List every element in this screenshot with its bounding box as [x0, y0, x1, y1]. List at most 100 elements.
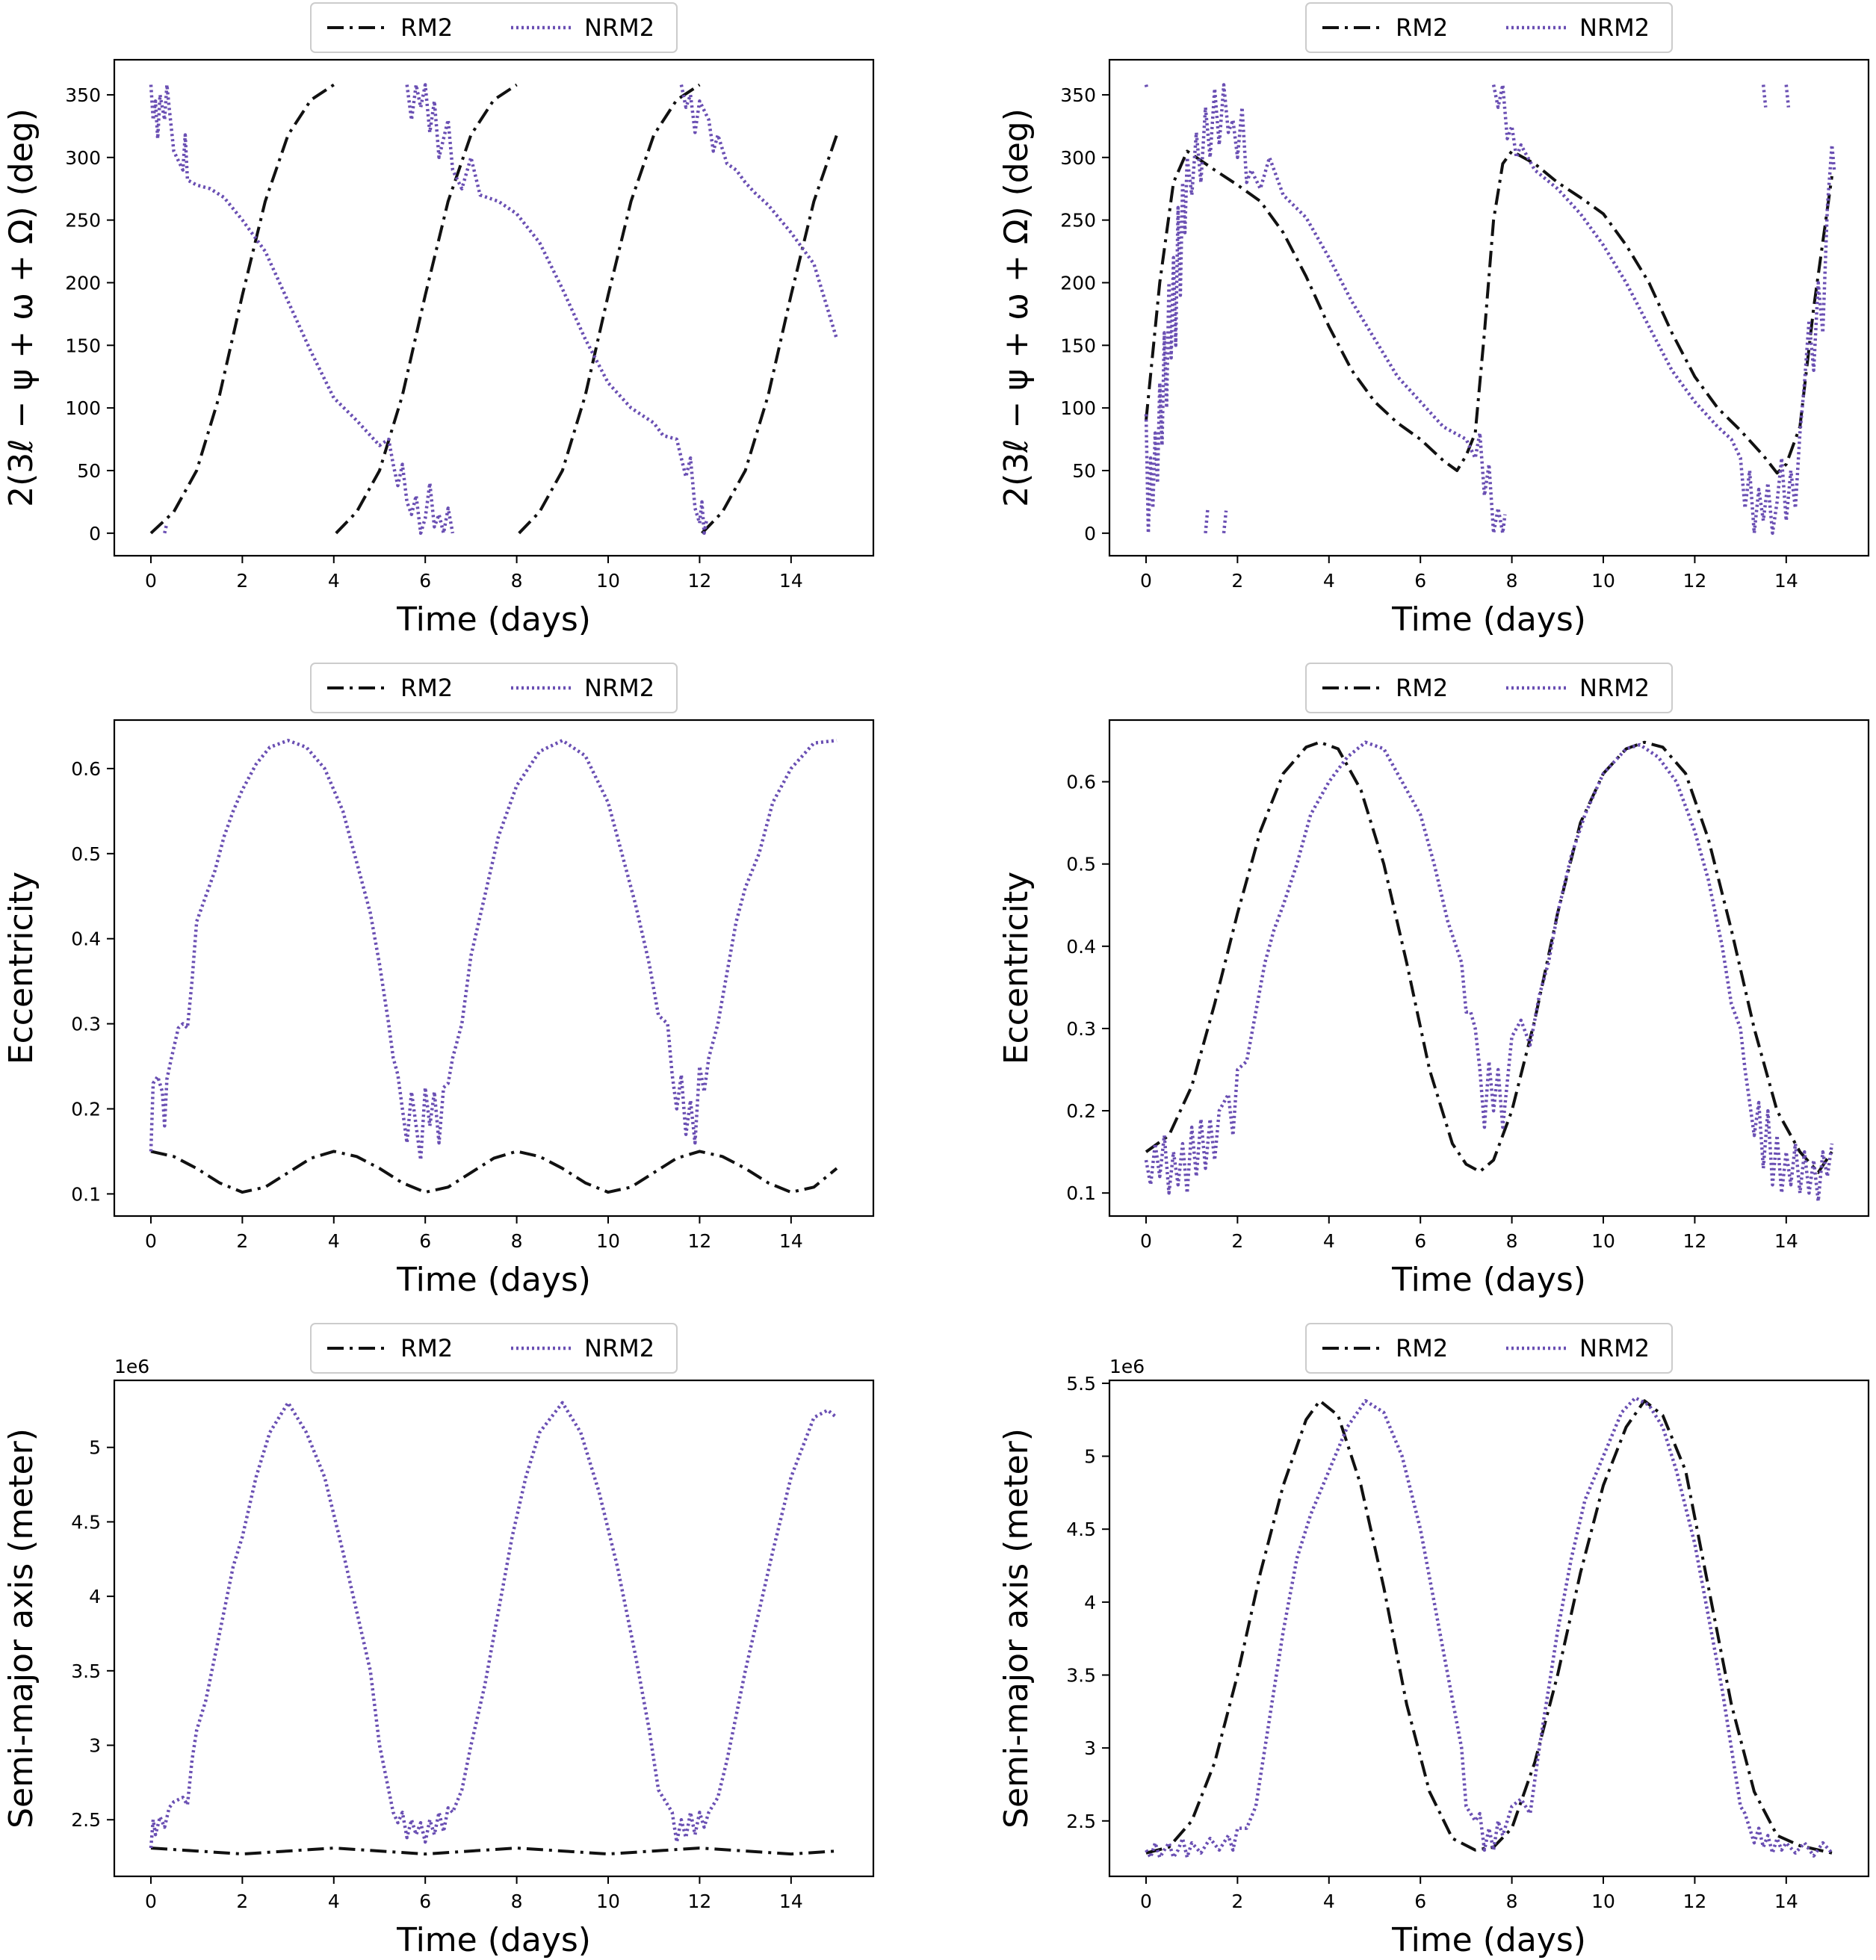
- legend: RM2 NRM2: [310, 2, 678, 53]
- chart-panel-row2-left: 0 2 4 6 8 10 12 14 0.1 0.2 0.3 0.4 0.5 0.6 Time (days)…: [2, 663, 875, 1299]
- y-tick-label: 0.5: [71, 843, 101, 865]
- legend: RM2 NRM2: [310, 663, 678, 713]
- y-tick-label: 3.5: [71, 1660, 101, 1682]
- y-tick-label: 300: [65, 147, 101, 169]
- x-tick-label: 10: [596, 1230, 620, 1252]
- x-tick-label: 10: [596, 570, 620, 592]
- x-tick-label: 4: [328, 570, 340, 592]
- y-tick-label: 200: [1060, 272, 1096, 294]
- y-tick-label: 3.5: [1066, 1664, 1096, 1686]
- plot-area: [1144, 83, 1836, 536]
- series-line-rm2-0: [1145, 149, 1833, 475]
- series-line-nrm2-5: [1761, 84, 1768, 108]
- y-tick-label: 50: [1072, 460, 1096, 482]
- series-line-rm2-2: [518, 83, 701, 535]
- x-tick-label: 6: [1414, 570, 1426, 592]
- x-tick-label: 10: [1591, 570, 1615, 592]
- series-line-nrm2-2: [405, 83, 708, 536]
- y-tick-label: 0.2: [71, 1098, 101, 1120]
- x-axis-label: Time (days): [1391, 1921, 1586, 1959]
- x-tick-label: 14: [779, 1891, 803, 1912]
- axis-multiplier: 1e6: [114, 1356, 149, 1377]
- y-tick-label: 200: [65, 272, 101, 294]
- series-line-nrm2-1: [149, 83, 455, 536]
- legend-label-nrm2: NRM2: [1579, 674, 1650, 702]
- legend-box: [310, 1323, 678, 1374]
- x-tick-label: 4: [328, 1230, 340, 1252]
- x-tick-label: 12: [688, 1891, 712, 1912]
- x-tick-label: 4: [1323, 570, 1335, 592]
- x-tick-label: 2: [236, 1230, 248, 1252]
- series-line-nrm2-0: [1144, 84, 1149, 90]
- legend-label-nrm2: NRM2: [584, 13, 654, 42]
- y-tick-label: 0.1: [1066, 1182, 1096, 1204]
- legend-label-rm2: RM2: [400, 13, 453, 42]
- legend-box: [1305, 2, 1673, 53]
- x-tick-label: 0: [145, 570, 157, 592]
- y-tick-label: 5: [1084, 1446, 1096, 1468]
- x-tick-label: 6: [419, 1230, 431, 1252]
- series-line-nrm2-0: [149, 1401, 838, 1849]
- legend-label-rm2: RM2: [400, 674, 453, 702]
- y-tick-label: 0.2: [1066, 1100, 1096, 1122]
- chart-panel-row1-right: 0 2 4 6 8 10 12 14 0 50 100 150 200 250 300 350 Time (da…: [997, 2, 1870, 639]
- x-axis-label: Time (days): [396, 1921, 591, 1959]
- y-tick-label: 50: [77, 460, 101, 482]
- x-tick-label: 12: [688, 1230, 712, 1252]
- y-tick-label: 100: [65, 397, 101, 419]
- axis-multiplier: 1e6: [1109, 1356, 1145, 1377]
- x-tick-label: 2: [236, 1891, 248, 1912]
- plot-area: [1144, 740, 1834, 1203]
- series-line-rm2-1: [335, 83, 518, 535]
- y-tick-label: 0.3: [71, 1014, 101, 1035]
- y-tick-label: 4.5: [71, 1511, 101, 1533]
- y-tick-label: 150: [65, 335, 101, 356]
- x-tick-label: 0: [1140, 1891, 1152, 1912]
- chart-panel-row1-left: 0 2 4 6 8 10 12 14 0 50 100 150 200 250 300 350 Time (da…: [2, 2, 875, 639]
- y-axis-label: 2(3ℓ − ψ + ω + Ω) (deg): [997, 108, 1035, 507]
- y-tick-label: 0.4: [1066, 936, 1096, 958]
- legend-label-nrm2: NRM2: [584, 1334, 654, 1362]
- x-tick-label: 6: [1414, 1891, 1426, 1912]
- legend-label-rm2: RM2: [1396, 1334, 1448, 1362]
- x-tick-label: 8: [1506, 1891, 1518, 1912]
- y-tick-label: 4: [1084, 1592, 1096, 1613]
- plot-area: [1145, 1396, 1833, 1859]
- x-tick-label: 0: [1140, 570, 1152, 592]
- x-tick-label: 8: [511, 570, 523, 592]
- x-tick-label: 10: [596, 1891, 620, 1912]
- x-tick-label: 4: [1323, 1230, 1335, 1252]
- x-axis-label: Time (days): [1391, 1261, 1586, 1299]
- x-tick-label: 12: [1683, 1230, 1707, 1252]
- x-tick-label: 2: [1231, 570, 1243, 592]
- chart-panel-row3-left: 0 2 4 6 8 10 12 14 2.5 3 3.5 4 4.5 5 1e6 Time (days) Sem…: [2, 1323, 875, 1959]
- x-tick-label: 4: [328, 1891, 340, 1912]
- y-tick-label: 4: [89, 1586, 101, 1607]
- x-axis-label: Time (days): [396, 601, 591, 639]
- x-tick-label: 14: [1774, 1891, 1798, 1912]
- legend-label-rm2: RM2: [1396, 674, 1448, 702]
- y-tick-label: 350: [1060, 84, 1096, 106]
- y-tick-label: 0.1: [71, 1183, 101, 1205]
- axes-frame: [113, 58, 875, 557]
- x-tick-label: 10: [1591, 1230, 1615, 1252]
- y-tick-label: 0: [1084, 523, 1096, 545]
- legend: RM2 NRM2: [310, 1323, 678, 1374]
- axes-frame: [113, 719, 875, 1218]
- legend-box: [310, 663, 678, 713]
- y-tick-label: 3: [1084, 1737, 1096, 1759]
- x-tick-label: 14: [779, 570, 803, 592]
- series-line-rm2-3: [701, 134, 838, 535]
- y-tick-label: 2.5: [71, 1809, 101, 1831]
- y-axis-label: Semi-major axis (meter): [997, 1428, 1035, 1829]
- series-line-nrm2-3: [1222, 510, 1228, 534]
- series-line-rm2-0: [150, 1150, 838, 1194]
- y-tick-label: 0.6: [71, 758, 101, 780]
- series-line-nrm2-0: [163, 522, 169, 534]
- y-tick-label: 0.4: [71, 928, 101, 950]
- y-tick-label: 0.5: [1066, 854, 1096, 875]
- chart-panel-row2-right: 0 2 4 6 8 10 12 14 0.1 0.2 0.3 0.4 0.5 0.6 Time (days)…: [997, 663, 1870, 1299]
- x-tick-label: 6: [419, 1891, 431, 1912]
- x-tick-label: 8: [1506, 570, 1518, 592]
